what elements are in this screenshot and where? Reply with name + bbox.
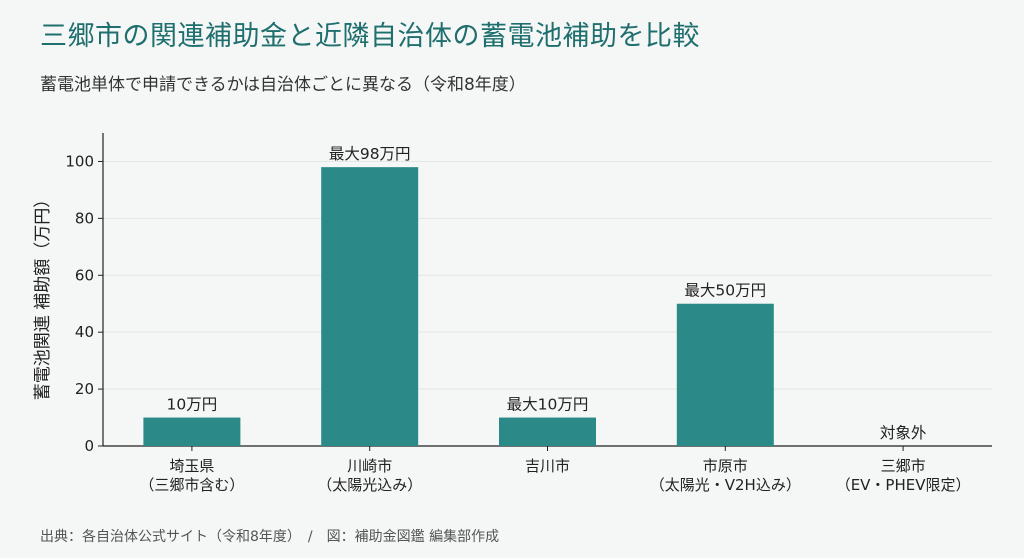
x-tick-label: （太陽光込み） xyxy=(317,476,422,494)
x-tick-label: 埼玉県 xyxy=(169,457,214,475)
x-tick-label: 三郷市 xyxy=(881,457,926,475)
y-tick-label: 60 xyxy=(75,266,94,284)
data-label: 10万円 xyxy=(167,396,218,414)
x-tick-label: 吉川市 xyxy=(525,457,570,475)
y-tick-label: 80 xyxy=(75,209,94,227)
bar xyxy=(676,303,774,446)
y-tick-label: 100 xyxy=(65,152,94,170)
bar xyxy=(321,167,419,447)
chart-subtitle: 蓄電池単体で申請できるかは自治体ごとに異なる（令和8年度） xyxy=(40,75,526,95)
bar xyxy=(499,417,596,446)
data-label: 最大50万円 xyxy=(684,282,766,300)
data-label: 最大10万円 xyxy=(507,396,589,414)
source-note: 出典：各自治体公式サイト（令和8年度） / 図：補助金図鑑 編集部作成 xyxy=(40,529,500,545)
chart-title: 三郷市の関連補助金と近隣自治体の蓄電池補助を比較 xyxy=(40,21,700,52)
x-tick-label: 市原市 xyxy=(703,457,748,475)
y-tick-label: 20 xyxy=(75,380,94,398)
y-tick-label: 40 xyxy=(75,323,94,341)
data-label: 最大98万円 xyxy=(329,145,411,163)
x-tick-label: 川崎市 xyxy=(347,457,392,475)
x-tick-label: （太陽光・V2H込み） xyxy=(650,476,801,494)
x-tick-label: （EV・PHEV限定） xyxy=(836,476,971,494)
bar xyxy=(143,417,241,446)
x-tick-label: （三郷市含む） xyxy=(139,476,244,494)
data-label: 対象外 xyxy=(880,424,927,442)
y-axis-label: 蓄電池関連 補助額（万円） xyxy=(33,191,53,400)
y-tick-label: 0 xyxy=(84,437,94,455)
